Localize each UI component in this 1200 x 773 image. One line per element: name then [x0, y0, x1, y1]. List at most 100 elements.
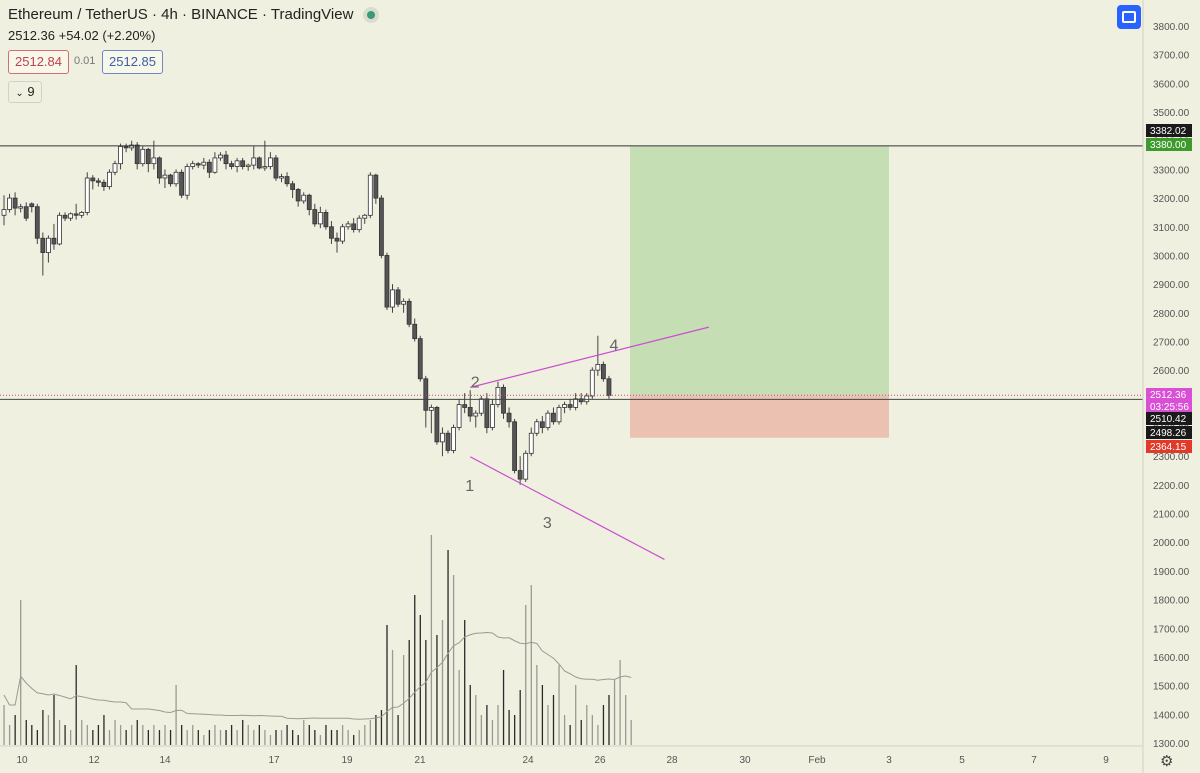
volume-bar [236, 730, 238, 745]
candle-up [7, 197, 12, 210]
volume-bar [580, 720, 582, 745]
sell-price-button[interactable]: 2512.84 [8, 50, 69, 74]
candle-up [345, 223, 351, 228]
candle-down [229, 163, 234, 167]
y-tick-label: 2600.00 [1153, 366, 1190, 377]
candle-down [517, 470, 523, 480]
y-tick-label: 3300.00 [1153, 165, 1190, 176]
volume-bar [552, 695, 555, 745]
y-tick-label: 2700.00 [1153, 337, 1190, 348]
volume-bar [303, 720, 305, 745]
y-tick-label: 3000.00 [1153, 251, 1190, 262]
volume-bar [264, 730, 266, 745]
volume-bar [86, 725, 88, 745]
candle-down [284, 176, 290, 185]
candle-down [206, 161, 212, 173]
volume-bar [14, 715, 16, 745]
y-tick-label: 1400.00 [1153, 710, 1190, 721]
candle-down [40, 237, 46, 253]
y-tick-label: 1300.00 [1153, 739, 1190, 750]
candle-down [134, 144, 140, 165]
indicators-toggle-button[interactable]: ⌄ 9 [8, 81, 42, 103]
volume-bar [147, 730, 149, 745]
candle-down [323, 212, 329, 228]
candle-up [107, 171, 112, 188]
candle-up [218, 154, 223, 159]
candle-up [162, 174, 168, 179]
volume-bar [541, 685, 544, 745]
volume-bar [369, 720, 371, 745]
x-tick-label: 14 [159, 755, 171, 766]
candle-up [528, 432, 534, 454]
volume-bar [347, 730, 349, 745]
candle-down [34, 206, 40, 239]
candle-down [168, 174, 173, 185]
volume-bar [452, 575, 455, 745]
candle-down [179, 171, 185, 196]
candle-down [462, 404, 468, 408]
volume-bar [425, 640, 427, 745]
price-tag-green [1146, 138, 1192, 151]
candle-up [562, 404, 567, 408]
candle-up [129, 144, 135, 149]
candle-down [62, 214, 68, 219]
candle-down [506, 412, 512, 423]
wedge-lower-line[interactable] [469, 456, 665, 560]
volume-bar [419, 615, 421, 745]
volume-bar [92, 730, 94, 745]
y-tick-label: 3100.00 [1153, 223, 1190, 234]
y-tick-label: 2100.00 [1153, 510, 1190, 521]
volume-bar [153, 725, 155, 745]
volume-bar [253, 730, 255, 745]
volume-bar [58, 720, 61, 745]
candle-down [329, 226, 334, 239]
volume-bar [25, 720, 27, 745]
volume-bar [469, 685, 471, 745]
candle-down [406, 300, 412, 325]
candle-up [495, 386, 501, 405]
price-change: 2512.36 +54.02 (+2.20%) [8, 28, 156, 43]
candle-down [295, 189, 301, 202]
candle-up [245, 164, 251, 167]
candle-up [401, 300, 407, 305]
fullscreen-icon[interactable] [1117, 5, 1141, 29]
volume-bar [97, 725, 100, 745]
y-tick-label: 1700.00 [1153, 624, 1190, 635]
buy-price-button[interactable]: 2512.85 [102, 50, 163, 74]
candle-down [395, 289, 401, 305]
volume-bar [75, 665, 77, 745]
volume-bar [403, 655, 405, 745]
y-tick-label: 2800.00 [1153, 309, 1190, 320]
wedge-upper-line[interactable] [470, 326, 709, 388]
x-tick-label: 28 [666, 755, 678, 766]
volume-bar [558, 665, 560, 745]
candle-up [1, 209, 7, 216]
volume-bar [136, 720, 138, 745]
volume-bar [530, 585, 532, 745]
candle-down [351, 223, 357, 231]
volume-bar [197, 730, 199, 745]
wave-label-2: 2 [471, 375, 480, 392]
candle-up [556, 407, 562, 423]
volume-bar [391, 650, 394, 745]
candle-down [378, 197, 384, 256]
volume-bar [380, 710, 383, 745]
volume-bar [20, 600, 22, 745]
y-tick-label: 2300.00 [1153, 452, 1190, 463]
volume-bar [486, 705, 488, 745]
volume-bar [508, 710, 510, 745]
settings-gear-icon[interactable]: ⚙ [1160, 753, 1174, 770]
candle-down [384, 255, 390, 308]
volume-bar [269, 735, 272, 745]
volume-bar [586, 705, 588, 745]
candle-up [79, 212, 85, 216]
volume-bar [70, 730, 72, 745]
candle-down [484, 398, 490, 428]
candle-up [390, 289, 395, 308]
volume-bar [47, 715, 50, 745]
countdown-value: 03:25:56 [1150, 402, 1189, 413]
candle-down [23, 206, 29, 219]
status-dot-icon [363, 6, 380, 23]
